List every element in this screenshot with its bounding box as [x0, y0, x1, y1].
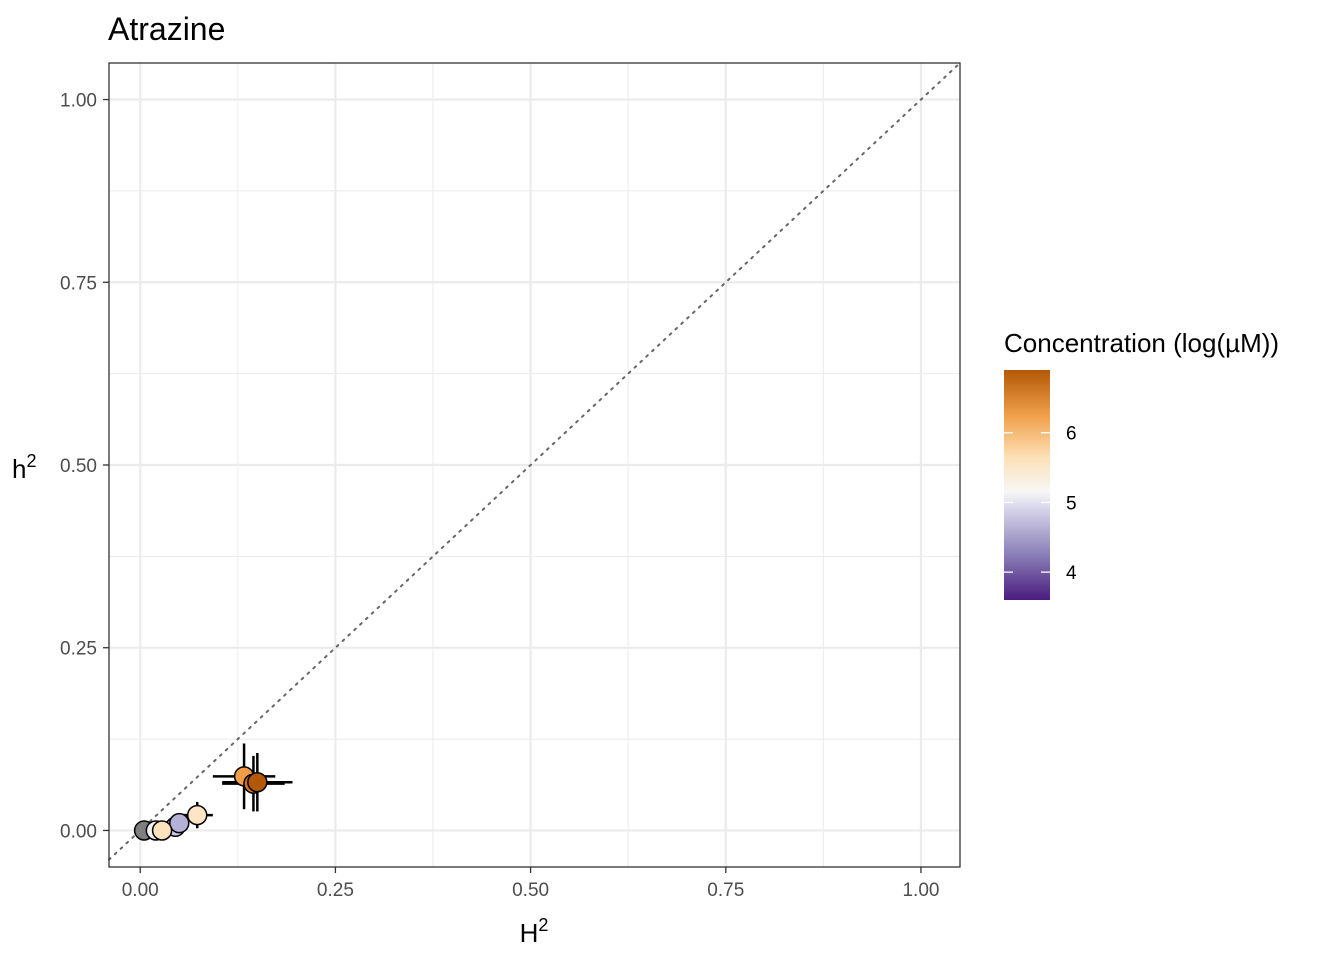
y-tick-label: 1.00 — [60, 91, 97, 112]
colorbar-label: 4 — [1066, 563, 1077, 584]
y-tick-label: 0.25 — [60, 639, 97, 660]
x-tick-label: 0.75 — [707, 880, 744, 901]
colorbar-label: 6 — [1066, 424, 1077, 445]
x-tick-label: 0.50 — [512, 880, 549, 901]
chart-title: Atrazine — [108, 11, 225, 47]
color-legend: Concentration (log(µM)) 4 5 6 — [1004, 328, 1279, 600]
y-axis-ticks: 0.00 0.25 0.50 0.75 1.00 — [60, 91, 109, 842]
x-axis-ticks: 0.00 0.25 0.50 0.75 1.00 — [122, 867, 939, 901]
legend-title: Concentration (log(µM)) — [1004, 328, 1279, 358]
x-axis-title-main: H — [520, 918, 539, 948]
data-points — [133, 766, 268, 841]
x-axis-title-superscript: 2 — [538, 915, 548, 935]
x-tick-label: 1.00 — [902, 880, 939, 901]
plot-panel — [108, 62, 961, 868]
x-tick-label: 0.25 — [317, 880, 354, 901]
y-axis-title-superscript: 2 — [26, 451, 36, 471]
data-point-8 — [247, 771, 268, 793]
y-axis-title: h2 — [12, 451, 36, 484]
colorbar-label: 5 — [1066, 493, 1077, 514]
colorbar — [1004, 370, 1050, 600]
y-tick-label: 0.00 — [60, 821, 97, 842]
colorbar-ticks: 4 5 6 — [1004, 424, 1077, 584]
data-point-4 — [151, 820, 173, 841]
y-axis-title-main: h — [12, 454, 26, 484]
y-tick-label: 0.50 — [60, 456, 97, 477]
x-tick-label: 0.00 — [122, 880, 159, 901]
data-point-5 — [186, 804, 208, 826]
y-tick-label: 0.75 — [60, 273, 97, 294]
data-point-3 — [169, 812, 190, 834]
identity-reference-line — [108, 62, 961, 861]
x-axis-title: H2 — [520, 915, 549, 948]
